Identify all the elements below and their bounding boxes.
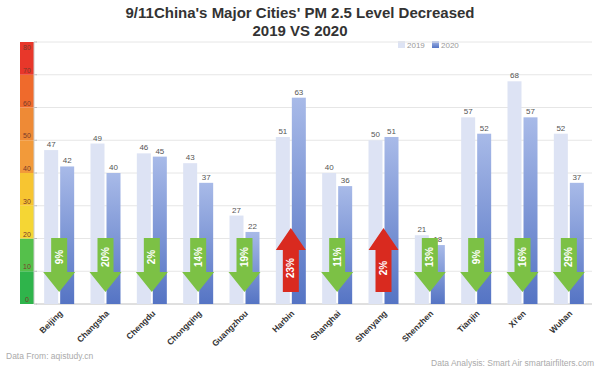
annotation: 2% xyxy=(378,261,389,276)
axis-band xyxy=(20,206,34,239)
data-label: 40 xyxy=(325,163,334,172)
category-label: Wuhan xyxy=(547,308,574,335)
tick-label: 10 xyxy=(23,263,31,270)
data-label: 57 xyxy=(464,107,473,116)
annotation: 13% xyxy=(424,247,435,267)
change-arrows: 9% 20% 2% 14% 19% 23% 11% 2% 13% 9% 16% 29% xyxy=(43,228,585,292)
annotation: 2% xyxy=(146,250,157,265)
data-label: 22 xyxy=(248,222,257,231)
axis-band xyxy=(20,75,34,108)
arrow xyxy=(182,238,214,292)
tick-label: 40 xyxy=(23,165,31,172)
arrow xyxy=(369,228,399,292)
data-label: 47 xyxy=(47,140,56,149)
data-label: 27 xyxy=(232,206,241,215)
grid-line xyxy=(36,74,592,75)
data-label: 51 xyxy=(278,127,287,136)
credit: Data Analysis: Smart Air smartairfilters… xyxy=(431,358,594,368)
data-label: 52 xyxy=(480,124,489,133)
arrow xyxy=(321,238,353,292)
axis-band xyxy=(20,239,34,272)
annotation: 29% xyxy=(563,247,574,267)
annotation: 23% xyxy=(285,258,296,278)
arrow xyxy=(276,228,306,292)
arrow xyxy=(414,238,446,292)
grid xyxy=(36,42,592,304)
arrow xyxy=(90,238,122,292)
data-label: 37 xyxy=(572,173,581,182)
data-label: 42 xyxy=(63,156,72,165)
arrow xyxy=(229,238,261,292)
data-label: 50 xyxy=(371,130,380,139)
tick-label: 0 xyxy=(25,296,29,303)
annotation: 16% xyxy=(517,247,528,267)
data-label: 68 xyxy=(510,71,519,80)
tick-label: 80 xyxy=(23,44,31,51)
chart: 9/11China's Major Cities' PM 2.5 Level D… xyxy=(0,0,600,372)
category-label: Shenyang xyxy=(353,308,389,344)
axis-band xyxy=(20,271,34,304)
data-label: 43 xyxy=(186,153,195,162)
data-label: 21 xyxy=(417,225,426,234)
data-label: 37 xyxy=(202,173,211,182)
page: {"chart_data": {"type": "bar", "title": … xyxy=(0,0,600,372)
data-labels: 47 49 46 43 27 51 40 50 21 57 68 52 42 40 45 37 22 63 36 51… xyxy=(47,71,582,244)
axis-band xyxy=(20,140,34,173)
annotation: 19% xyxy=(239,247,250,267)
annotation: 20% xyxy=(100,247,111,267)
data-label: 63 xyxy=(294,88,303,97)
data-label: 36 xyxy=(341,176,350,185)
tick-label: 30 xyxy=(23,198,31,205)
category-label: Guangzhou xyxy=(210,308,250,348)
category-label: Changsha xyxy=(75,308,111,344)
y-axis-line xyxy=(34,42,35,304)
annotation: 14% xyxy=(193,247,204,267)
tick-label: 20 xyxy=(23,231,31,238)
annotation: 9% xyxy=(54,250,65,265)
arrow xyxy=(136,238,168,292)
axis-band xyxy=(20,173,34,206)
category-label: Chengdu xyxy=(124,308,157,341)
tick-label: 70 xyxy=(23,67,31,74)
arrow xyxy=(43,238,75,292)
annotation: 9% xyxy=(471,250,482,265)
category-label: Harbin xyxy=(270,308,296,334)
category-label: Shanghai xyxy=(308,308,342,342)
bars xyxy=(44,81,584,304)
data-label: 40 xyxy=(109,163,118,172)
data-label: 51 xyxy=(387,127,396,136)
arrow xyxy=(460,238,492,292)
data-label: 57 xyxy=(526,107,535,116)
axis-band xyxy=(20,108,34,141)
category-label: Chongqing xyxy=(165,308,204,347)
source: Data From: aqistudy.cn xyxy=(6,351,94,361)
data-label: 45 xyxy=(155,147,164,156)
arrow xyxy=(553,238,585,292)
category-label: Tianjin xyxy=(455,308,481,334)
annotation: 11% xyxy=(332,247,343,267)
subtitle: 2019 VS 2020 xyxy=(252,22,347,39)
category-label: Beijing xyxy=(37,308,64,335)
tick-label: 60 xyxy=(23,100,31,107)
arrow xyxy=(507,238,539,292)
data-label: 46 xyxy=(139,143,148,152)
title: 9/11China's Major Cities' PM 2.5 Level D… xyxy=(126,4,475,21)
data-label: 52 xyxy=(556,124,565,133)
grid-line xyxy=(36,42,592,43)
data-label: 49 xyxy=(93,134,102,143)
category-label: Shenzhen xyxy=(400,308,435,343)
category-label: Xi'en xyxy=(507,308,528,329)
tick-label: 50 xyxy=(23,132,31,139)
axis-band xyxy=(20,42,34,75)
